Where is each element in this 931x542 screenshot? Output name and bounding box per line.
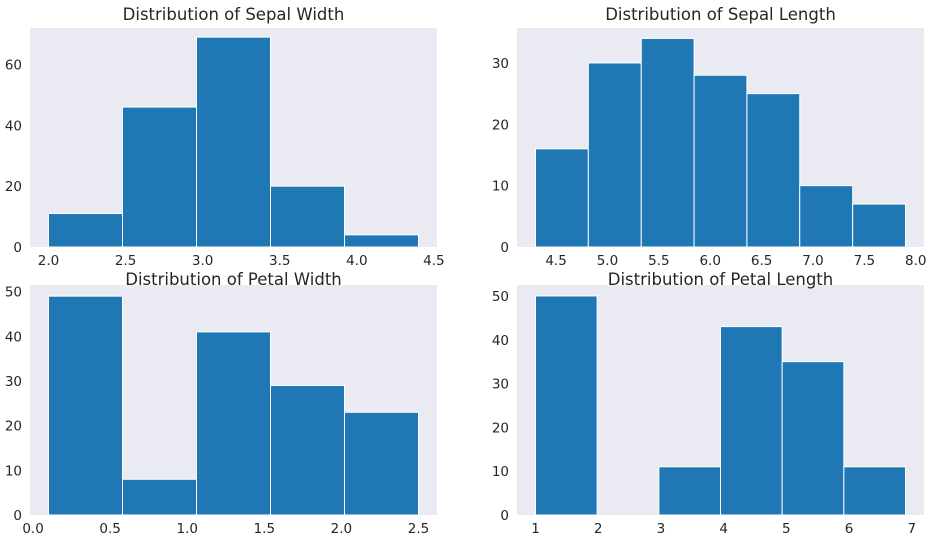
chart-title: Distribution of Sepal Length bbox=[605, 5, 836, 24]
x-tick-label: 6.0 bbox=[699, 253, 720, 269]
histogram-bar bbox=[270, 384, 345, 516]
x-tick-label: 1 bbox=[531, 521, 540, 537]
histogram-bar bbox=[196, 36, 271, 248]
histogram-bar bbox=[693, 74, 748, 248]
y-tick-label: 20 bbox=[492, 117, 509, 133]
x-tick-label: 3.5 bbox=[269, 253, 290, 269]
histogram-panel-2: Distribution of Sepal Length 4.5 5.0 5.5 6.0… bbox=[492, 5, 927, 269]
histogram-bar bbox=[658, 466, 722, 516]
y-tick-label: 60 bbox=[5, 58, 22, 74]
chart-title: Distribution of Sepal Width bbox=[123, 5, 345, 24]
histogram-bar bbox=[852, 203, 907, 248]
histogram-bar bbox=[781, 361, 845, 516]
y-tick-label: 30 bbox=[492, 56, 509, 72]
x-tick-label: 0.5 bbox=[99, 521, 120, 537]
histogram-bar bbox=[48, 213, 123, 248]
x-tick-label: 1.5 bbox=[254, 521, 275, 537]
x-tick-label: 1.0 bbox=[177, 521, 198, 537]
x-tick-label: 2.0 bbox=[331, 521, 352, 537]
x-tick-label: 3 bbox=[657, 521, 666, 537]
x-tick-label: 3.0 bbox=[192, 253, 213, 269]
histogram-panel-3: Distribution of Petal Width 0.0 0.5 1.0 1.5 2… bbox=[5, 270, 437, 537]
y-tick-label: 0 bbox=[13, 240, 22, 256]
y-tick-label: 40 bbox=[492, 333, 509, 349]
histogram-panel-4: Distribution of Petal Length 1 2 3 4 5 6 7 0 10 20… bbox=[492, 270, 924, 537]
histogram-bar bbox=[344, 411, 419, 516]
x-tick-label: 7.0 bbox=[802, 253, 823, 269]
x-tick-label: 4.5 bbox=[423, 253, 444, 269]
y-tick-label: 30 bbox=[492, 377, 509, 393]
chart-title: Distribution of Petal Length bbox=[608, 270, 834, 289]
histogram-bar bbox=[535, 148, 589, 248]
histogram-bar bbox=[799, 185, 854, 248]
chart-title: Distribution of Petal Width bbox=[125, 270, 342, 289]
x-tick-label: 6.5 bbox=[751, 253, 772, 269]
y-tick-label: 40 bbox=[5, 118, 22, 134]
y-tick-label: 20 bbox=[5, 179, 22, 195]
x-tick-label: 5.5 bbox=[648, 253, 669, 269]
histogram-bar bbox=[720, 326, 783, 516]
x-tick-label: 4.5 bbox=[545, 253, 566, 269]
y-tick-label: 0 bbox=[13, 508, 22, 524]
x-tick-label: 4.0 bbox=[346, 253, 367, 269]
x-tick-label: 6 bbox=[845, 521, 854, 537]
histogram-bar bbox=[746, 93, 801, 248]
histogram-bar bbox=[843, 466, 907, 516]
y-tick-label: 10 bbox=[492, 464, 509, 480]
histogram-bar bbox=[587, 62, 642, 248]
y-tick-label: 10 bbox=[492, 179, 509, 195]
histogram-bar bbox=[640, 37, 695, 248]
histogram-bar bbox=[196, 331, 271, 516]
x-tick-label: 7 bbox=[907, 521, 916, 537]
y-tick-label: 10 bbox=[5, 463, 22, 479]
x-tick-label: 4 bbox=[719, 521, 728, 537]
x-tick-label: 5 bbox=[782, 521, 791, 537]
x-tick-label: 2.5 bbox=[408, 521, 429, 537]
histogram-panel-1: Distribution of Sepal Width 2.0 2.5 3.0 3.5 4… bbox=[5, 5, 445, 269]
histogram-bar bbox=[122, 106, 197, 248]
x-tick-label: 7.5 bbox=[854, 253, 875, 269]
y-tick-label: 20 bbox=[5, 419, 22, 435]
y-tick-label: 40 bbox=[5, 329, 22, 345]
x-tick-label: 0.0 bbox=[22, 521, 43, 537]
histogram-bar bbox=[122, 478, 197, 516]
x-tick-label: 2 bbox=[594, 521, 603, 537]
histogram-bar bbox=[535, 295, 598, 516]
y-tick-label: 50 bbox=[5, 285, 22, 301]
y-tick-label: 20 bbox=[492, 420, 509, 436]
histogram-bar bbox=[344, 234, 419, 248]
histogram-bar bbox=[270, 185, 345, 248]
y-tick-label: 0 bbox=[500, 508, 509, 524]
histogram-bar bbox=[48, 295, 123, 516]
x-tick-label: 5.0 bbox=[597, 253, 618, 269]
y-tick-label: 0 bbox=[500, 240, 509, 256]
x-tick-label: 2.5 bbox=[115, 253, 136, 269]
x-tick-label: 2.0 bbox=[38, 253, 59, 269]
x-tick-label: 8.0 bbox=[905, 253, 926, 269]
y-tick-label: 30 bbox=[5, 374, 22, 390]
y-tick-label: 50 bbox=[492, 289, 509, 305]
